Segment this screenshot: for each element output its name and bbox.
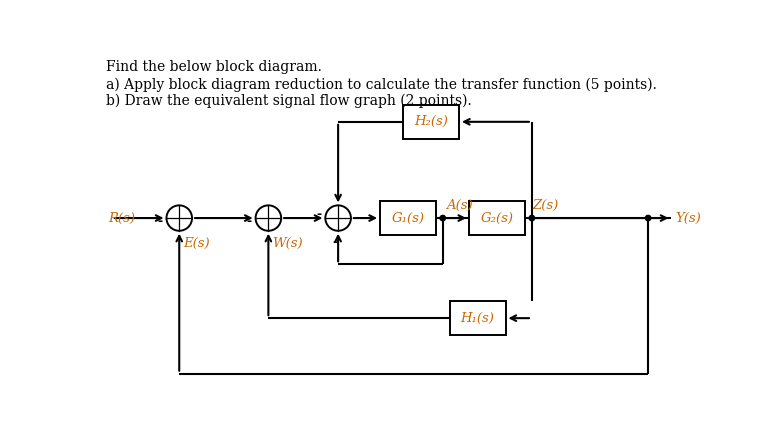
Circle shape: [255, 206, 281, 231]
Text: -: -: [316, 209, 322, 222]
Bar: [449, 301, 506, 335]
Text: -: -: [157, 214, 163, 228]
Text: b) Draw the equivalent signal flow graph (2 points).: b) Draw the equivalent signal flow graph…: [106, 94, 471, 108]
Text: -: -: [247, 214, 251, 228]
Text: a) Apply block diagram reduction to calculate the transfer function (5 points).: a) Apply block diagram reduction to calc…: [106, 77, 656, 91]
Text: Z(s): Z(s): [532, 199, 559, 212]
Text: W(s): W(s): [272, 237, 303, 250]
Circle shape: [167, 206, 192, 231]
Circle shape: [645, 215, 651, 221]
Text: G₂(s): G₂(s): [481, 211, 514, 225]
Text: A(s): A(s): [446, 199, 472, 212]
Circle shape: [529, 215, 535, 221]
Text: H₂(s): H₂(s): [414, 115, 448, 128]
Text: H₁(s): H₁(s): [460, 312, 495, 325]
Text: -: -: [333, 236, 337, 249]
Circle shape: [440, 215, 446, 221]
Bar: [380, 201, 436, 235]
Text: Find the below block diagram.: Find the below block diagram.: [106, 60, 322, 74]
Text: Y(s): Y(s): [675, 211, 701, 225]
Bar: [403, 105, 459, 139]
Circle shape: [326, 206, 351, 231]
Text: R(s): R(s): [108, 211, 135, 225]
Text: E(s): E(s): [183, 237, 210, 250]
Bar: [469, 201, 525, 235]
Text: G₁(s): G₁(s): [392, 211, 424, 225]
